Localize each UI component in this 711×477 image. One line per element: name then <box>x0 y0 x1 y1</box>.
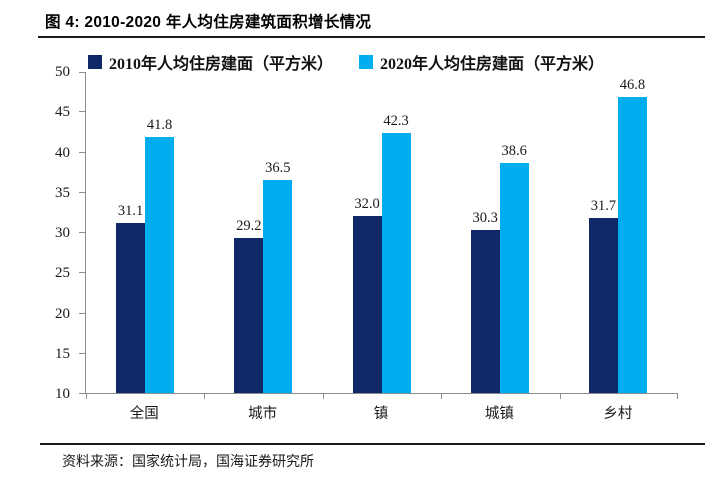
y-tick-mark <box>79 393 85 394</box>
y-tick-label-40: 40 <box>55 144 70 161</box>
legend-label-2010: 2010年人均住房建面（平方米） <box>109 56 334 73</box>
y-tick-label-35: 35 <box>55 184 70 201</box>
bar-2010-城镇: 30.3 <box>470 210 500 393</box>
y-tick-label-30: 30 <box>55 225 70 241</box>
bar-value-label-2010-乡村: 31.7 <box>590 198 617 215</box>
bar-value-label-2020-镇: 42.3 <box>383 113 409 129</box>
bar-group-城市: 29.2 36.5 <box>204 72 322 393</box>
bar-pair: 31.7 46.8 <box>588 77 647 393</box>
title-divider <box>38 36 705 38</box>
figure-title: 图 4: 2010-2020 年人均住房建筑面积增长情况 <box>45 14 372 31</box>
x-category-label-城镇: 城镇 <box>484 406 514 422</box>
legend-swatch-2010-icon <box>88 55 102 69</box>
bar-group-镇: 32.0 42.3 <box>322 72 440 393</box>
x-category-label-城市: 城市 <box>248 406 278 422</box>
bar-value-label-2010-城镇: 30.3 <box>472 209 498 226</box>
y-tick-mark <box>79 272 85 274</box>
bar-value-label-2010-全国: 31.1 <box>117 203 144 220</box>
bar-2010-城市: 29.2 <box>234 218 264 393</box>
y-tick-label-20: 20 <box>55 305 70 322</box>
x-tick-mark <box>322 393 324 399</box>
bar-2010-全国: 31.1 <box>116 203 146 393</box>
y-tick-mark <box>79 352 85 354</box>
y-tick-mark <box>79 151 85 153</box>
y-axis: 10 15 20 25 30 35 40 45 50 <box>0 64 85 402</box>
bar-2020-镇: 42.3 <box>381 113 411 393</box>
bar-group-乡村: 31.7 46.8 <box>559 72 677 393</box>
bar-value-label-2010-镇: 32.0 <box>354 195 380 212</box>
legend-item-2020: 2020年人均住房建面（平方米） <box>359 50 604 74</box>
bar-group-城镇: 30.3 38.6 <box>441 72 559 393</box>
y-tick-label-15: 15 <box>55 345 70 362</box>
legend-swatch-2020-icon <box>359 55 374 69</box>
bar-2010-乡村: 31.7 <box>588 198 618 393</box>
source-note: 资料来源：国家统计局，国海证券研究所 <box>62 455 314 470</box>
y-tick-mark <box>79 72 85 73</box>
legend-item-2010: 2010年人均住房建面（平方米） <box>88 50 333 74</box>
bar-pair: 29.2 36.5 <box>234 160 293 393</box>
x-category-label-全国: 全国 <box>129 406 159 422</box>
chart-legend: 2010年人均住房建面（平方米） 2020年人均住房建面（平方米） <box>88 50 604 74</box>
y-tick-label-45: 45 <box>55 104 70 121</box>
x-category-label-乡村: 乡村 <box>603 406 633 422</box>
plot-area: 31.1 41.8 29.2 36.5 32.0 42.3 30.3 38.6 31.7 46.8 <box>85 72 678 399</box>
y-tick-mark <box>79 111 85 113</box>
bar-value-label-2020-全国: 41.8 <box>146 117 173 134</box>
y-tick-label-50: 50 <box>55 64 70 80</box>
x-category-label-镇: 镇 <box>373 406 389 422</box>
x-axis-category-labels: 全国 城市 镇 城镇 乡村 <box>85 402 677 423</box>
x-tick-mark <box>204 393 206 399</box>
footer-divider <box>40 443 705 445</box>
bar-pair: 31.1 41.8 <box>116 117 175 393</box>
y-tick-mark <box>79 232 85 233</box>
y-tick-mark <box>79 191 85 193</box>
bar-value-label-2020-乡村: 46.8 <box>619 76 646 93</box>
bar-pair: 30.3 38.6 <box>470 143 529 393</box>
bar-2020-城镇: 38.6 <box>499 143 529 393</box>
bar-pair: 32.0 42.3 <box>352 113 411 393</box>
x-tick-mark <box>86 393 87 399</box>
legend-label-2020: 2020年人均住房建面（平方米） <box>380 56 605 73</box>
y-tick-mark <box>79 312 85 314</box>
x-tick-mark <box>441 393 443 399</box>
x-tick-mark <box>559 393 561 399</box>
bar-2020-乡村: 46.8 <box>617 77 647 393</box>
bar-value-label-2010-城市: 29.2 <box>236 218 262 235</box>
bar-2020-城市: 36.5 <box>263 160 293 393</box>
y-tick-label-25: 25 <box>55 265 70 282</box>
x-tick-mark <box>677 393 678 399</box>
bar-value-label-2020-城镇: 38.6 <box>501 142 527 159</box>
bar-2010-镇: 32.0 <box>352 196 382 393</box>
bar-2020-全国: 41.8 <box>145 117 175 393</box>
bar-value-label-2020-城市: 36.5 <box>265 159 291 176</box>
y-tick-label-10: 10 <box>55 386 70 402</box>
bar-group-全国: 31.1 41.8 <box>86 72 204 393</box>
